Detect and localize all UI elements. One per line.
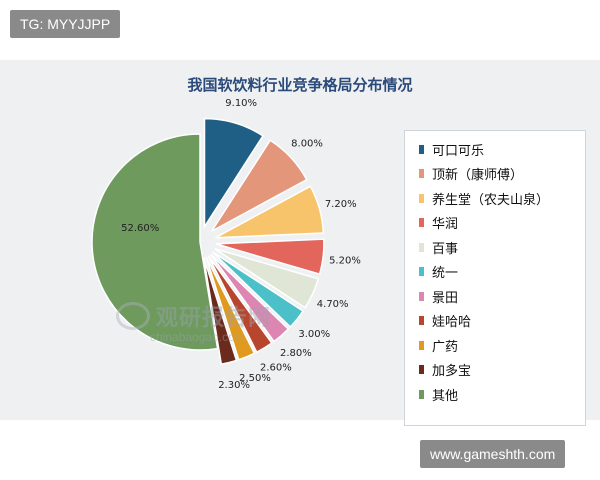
pie-slice <box>202 257 238 365</box>
legend-item: 百事 <box>419 235 585 260</box>
legend-item: 广药 <box>419 333 585 358</box>
legend-label: 景田 <box>432 290 459 306</box>
legend-label: 华润 <box>432 217 459 233</box>
watermark-text: 观研报告网 <box>156 306 272 331</box>
legend-label: 娃哈哈 <box>432 315 472 331</box>
chart-title: 我国软饮料行业竞争格局分布情况 <box>187 76 413 94</box>
pie-slice <box>211 139 308 232</box>
slice-label: 7.20% <box>325 199 357 210</box>
legend-item: 顶新（康师傅） <box>419 162 585 187</box>
legend-label: 广药 <box>432 339 459 355</box>
legend-item: 娃哈哈 <box>419 309 585 334</box>
chart-legend: 可口可乐顶新（康师傅） 养生堂（农夫山泉） 华润百事统一景田娃哈哈广药加多宝其他 <box>404 130 586 426</box>
slice-label: 9.10% <box>225 98 257 109</box>
chart-panel: 我国软饮料行业竞争格局分布情况 9.10% 8.00% 7.20% 5.20% 4.70… <box>0 60 600 426</box>
pie-slice <box>203 117 264 230</box>
legend-item: 养生堂（农夫山泉） <box>419 186 585 211</box>
watermark-logo-icon <box>116 302 150 330</box>
slice-label: 2.60% <box>260 363 292 374</box>
legend-swatch <box>419 291 424 301</box>
slice-label: 5.20% <box>329 255 361 266</box>
legend-swatch <box>419 144 424 154</box>
legend-swatch <box>419 242 424 252</box>
legend-swatch <box>419 340 424 350</box>
source-tag-bottom: www.gameshth.com <box>420 440 566 468</box>
legend-item: 华润 <box>419 211 585 236</box>
source-tag-top: TG: MYYJJPP <box>10 10 121 38</box>
pie-slice <box>207 255 273 354</box>
pie-chart: 9.10% 8.00% 7.20% 5.20% 4.70% 3.00% 2.80% 2.60%… <box>91 98 361 391</box>
legend-item: 加多宝 <box>419 358 585 383</box>
slice-label: 8.00% <box>291 139 323 150</box>
legend-swatch <box>419 218 424 228</box>
legend-label: 统一 <box>432 266 459 282</box>
pie-slice <box>215 238 325 275</box>
slice-label: 52.60% <box>121 223 159 234</box>
legend-swatch <box>419 193 424 203</box>
legend-item: 景田 <box>419 284 585 309</box>
legend-item: 其他 <box>419 382 585 407</box>
legend-item: 统一 <box>419 260 585 285</box>
legend-swatch <box>419 389 424 399</box>
slice-label: 4.70% <box>317 299 349 310</box>
watermark-subtext: chinabaogao.com <box>150 330 245 344</box>
pie-slice <box>209 253 290 343</box>
legend-swatch <box>419 316 424 326</box>
pie-slice <box>214 247 320 309</box>
slice-label: 2.80% <box>280 348 312 359</box>
pie-slice <box>91 133 219 351</box>
legend-label: 养生堂（农夫山泉） <box>432 192 550 208</box>
legend-label: 可口可乐 <box>432 143 485 159</box>
legend-label: 其他 <box>432 388 459 404</box>
slice-label: 3.00% <box>298 329 330 340</box>
pie-slice <box>205 256 256 361</box>
legend-item: 可口可乐 <box>419 137 585 162</box>
watermark: 观研报告网 chinabaogao.com <box>116 300 271 344</box>
slice-label: 2.50% <box>239 373 271 384</box>
legend-label: 加多宝 <box>432 364 472 380</box>
legend-label: 百事 <box>432 241 459 257</box>
pie-slice <box>215 185 325 239</box>
legend-swatch <box>419 169 424 179</box>
legend-swatch <box>419 267 424 277</box>
legend-label: 顶新（康师傅） <box>432 168 524 184</box>
slice-label: 2.30% <box>218 380 250 391</box>
legend-swatch <box>419 365 424 375</box>
pie-slice <box>211 251 305 328</box>
